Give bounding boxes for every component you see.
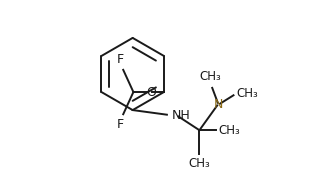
Text: CH₃: CH₃ [189, 157, 210, 170]
Text: CH₃: CH₃ [236, 87, 258, 100]
Text: NH: NH [172, 109, 190, 122]
Text: N: N [214, 98, 223, 111]
Text: O: O [146, 85, 156, 99]
Text: F: F [117, 118, 124, 131]
Text: F: F [117, 53, 124, 66]
Text: CH₃: CH₃ [199, 70, 221, 83]
Text: CH₃: CH₃ [219, 124, 241, 137]
